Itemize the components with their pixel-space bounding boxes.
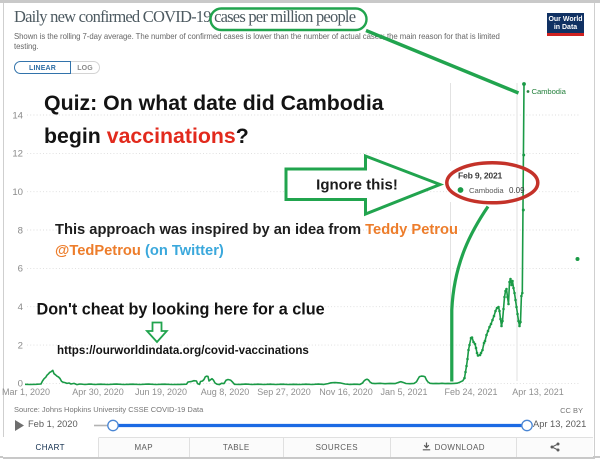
svg-text:0.09: 0.09 [509, 186, 525, 195]
svg-text:Apr 13, 2021: Apr 13, 2021 [512, 387, 564, 397]
svg-text:14: 14 [12, 110, 23, 121]
svg-text:@TedPetrou (on Twitter): @TedPetrou (on Twitter) [55, 243, 224, 259]
svg-text:Apr 30, 2020: Apr 30, 2020 [72, 387, 124, 397]
svg-text:Mar 1, 2020: Mar 1, 2020 [2, 387, 50, 397]
svg-text:Ignore this!: Ignore this! [316, 177, 398, 194]
svg-text:2: 2 [18, 340, 23, 351]
svg-text:begin vaccinations?: begin vaccinations? [44, 124, 249, 148]
svg-text:Jun 19, 2020: Jun 19, 2020 [135, 387, 187, 397]
svg-text:4: 4 [18, 302, 24, 313]
svg-text:Nov 16, 2020: Nov 16, 2020 [319, 387, 373, 397]
svg-text:Aug 8, 2020: Aug 8, 2020 [201, 387, 250, 397]
svg-text:0: 0 [18, 379, 23, 390]
svg-text:Don't cheat by looking here fo: Don't cheat by looking here for a clue [37, 301, 325, 319]
svg-text:8: 8 [18, 225, 23, 236]
svg-text:This approach was inspired by: This approach was inspired by an idea fr… [55, 222, 458, 238]
svg-text:Sep 27, 2020: Sep 27, 2020 [257, 387, 311, 397]
svg-text:Cambodia: Cambodia [469, 186, 504, 195]
svg-text:Cambodia: Cambodia [532, 87, 567, 96]
svg-text:Feb 9, 2021: Feb 9, 2021 [458, 171, 503, 181]
svg-text:12: 12 [12, 149, 23, 160]
svg-text:Quiz: On what date did Cambodi: Quiz: On what date did Cambodia [44, 91, 384, 115]
svg-text:Jan 5, 2021: Jan 5, 2021 [380, 387, 427, 397]
svg-text:https://ourworldindata.org/cov: https://ourworldindata.org/covid-vaccina… [57, 344, 309, 357]
svg-text:Feb 24, 2021: Feb 24, 2021 [444, 387, 497, 397]
svg-text:6: 6 [18, 264, 23, 275]
svg-text:10: 10 [12, 187, 23, 198]
